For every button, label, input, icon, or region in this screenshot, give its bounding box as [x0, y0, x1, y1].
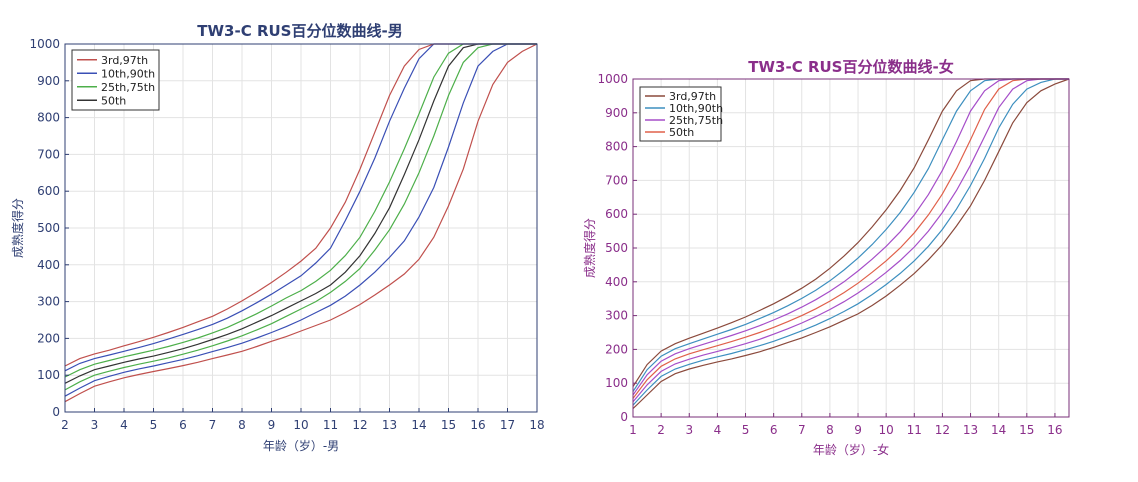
x-tick-label: 1 — [629, 423, 637, 437]
y-tick-label: 500 — [605, 241, 628, 255]
series-line-1 — [64, 43, 537, 397]
x-tick-label: 12 — [352, 418, 367, 432]
x-tick-label: 2 — [657, 423, 665, 437]
chart-title: TW3-C RUS百分位数曲线-男 — [197, 22, 402, 40]
series-line-3 — [64, 43, 537, 384]
y-tick-label: 500 — [37, 221, 60, 235]
x-tick-label: 2 — [61, 418, 69, 432]
x-tick-label: 16 — [470, 418, 485, 432]
legend-label: 25th,75th — [101, 81, 155, 94]
y-tick-label: 700 — [605, 173, 628, 187]
x-tick-label: 14 — [411, 418, 426, 432]
x-tick-label: 13 — [963, 423, 978, 437]
x-tick-label: 17 — [500, 418, 515, 432]
y-tick-label: 400 — [37, 258, 60, 272]
x-tick-label: 16 — [1047, 423, 1062, 437]
chart-title: TW3-C RUS百分位数曲线-女 — [748, 58, 953, 76]
y-tick-label: 1000 — [597, 72, 628, 86]
x-tick-label: 11 — [323, 418, 338, 432]
x-axis-label: 年龄（岁）-男 — [263, 438, 339, 453]
x-tick-label: 6 — [179, 418, 187, 432]
series-line-2 — [64, 43, 537, 391]
x-tick-label: 10 — [879, 423, 894, 437]
x-tick-label: 12 — [935, 423, 950, 437]
y-tick-label: 600 — [37, 184, 60, 198]
y-tick-label: 300 — [605, 309, 628, 323]
x-tick-label: 4 — [714, 423, 722, 437]
y-tick-label: 900 — [37, 74, 60, 88]
series-line-4 — [64, 43, 537, 378]
x-tick-label: 5 — [150, 418, 158, 432]
y-tick-label: 900 — [605, 106, 628, 120]
x-tick-label: 15 — [441, 418, 456, 432]
y-tick-label: 300 — [37, 295, 60, 309]
series-line-3 — [632, 78, 1069, 399]
legend-label: 10th,90th — [101, 67, 155, 80]
x-tick-label: 13 — [382, 418, 397, 432]
y-tick-label: 600 — [605, 207, 628, 221]
legend-label: 3rd,97th — [101, 54, 148, 67]
x-tick-label: 8 — [826, 423, 834, 437]
y-axis-label: 成熟度得分 — [582, 218, 597, 278]
y-tick-label: 800 — [37, 111, 60, 125]
x-tick-label: 5 — [742, 423, 750, 437]
y-tick-label: 100 — [605, 376, 628, 390]
x-tick-label: 8 — [238, 418, 246, 432]
x-axis-label: 年龄（岁）-女 — [813, 442, 889, 457]
x-tick-label: 9 — [268, 418, 276, 432]
x-tick-label: 3 — [91, 418, 99, 432]
x-tick-label: 14 — [991, 423, 1006, 437]
y-tick-label: 0 — [52, 405, 60, 419]
x-tick-label: 11 — [907, 423, 922, 437]
legend-label: 10th,90th — [669, 102, 723, 115]
chart-male: 2 3 4 5 6 7 8 9 10 11 12 13 14 15 16 17 18 0 100 200 300 400 5… — [10, 22, 545, 453]
legend-label: 50th — [669, 126, 694, 139]
x-tick-label: 6 — [770, 423, 778, 437]
x-tick-label: 9 — [854, 423, 862, 437]
y-tick-label: 800 — [605, 140, 628, 154]
x-tick-label: 10 — [293, 418, 308, 432]
y-axis-label: 成熟度得分 — [10, 198, 25, 258]
series-line-4 — [632, 78, 1069, 396]
x-tick-label: 7 — [798, 423, 806, 437]
x-tick-label: 7 — [209, 418, 217, 432]
series-line-0 — [632, 78, 1070, 410]
x-tick-label: 15 — [1019, 423, 1034, 437]
x-tick-label: 4 — [120, 418, 128, 432]
y-tick-label: 700 — [37, 147, 60, 161]
series-line-1 — [632, 78, 1069, 406]
x-tick-label: 18 — [529, 418, 544, 432]
y-tick-label: 200 — [37, 331, 60, 345]
x-tick-label: 3 — [685, 423, 693, 437]
y-tick-label: 0 — [620, 410, 628, 424]
y-tick-label: 400 — [605, 275, 628, 289]
series-line-2 — [632, 78, 1069, 403]
legend-label: 25th,75th — [669, 114, 723, 127]
y-tick-label: 100 — [37, 368, 60, 382]
legend-label: 3rd,97th — [669, 90, 716, 103]
series-line-0 — [64, 43, 538, 403]
y-tick-label: 1000 — [29, 37, 60, 51]
legend-label: 50th — [101, 94, 126, 107]
y-tick-label: 200 — [605, 342, 628, 356]
chart-female: 1 2 3 4 5 6 7 8 9 10 11 12 13 14 15 1601002003004005006… — [582, 58, 1070, 457]
